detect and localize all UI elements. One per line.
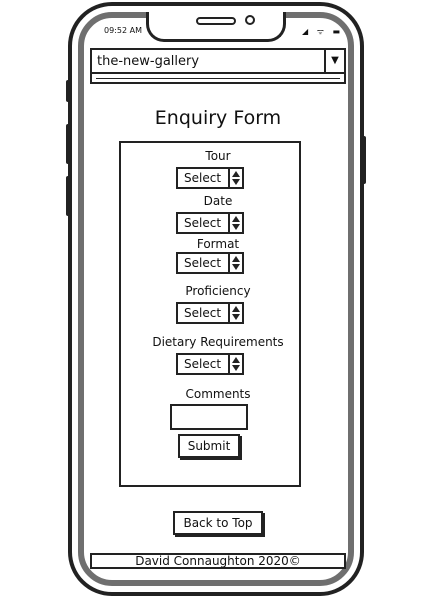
- spinner-icon: [228, 254, 242, 272]
- nav-select[interactable]: the-new-gallery ▼: [90, 48, 346, 74]
- comments-label: Comments: [185, 387, 251, 401]
- spinner-icon: [228, 355, 242, 373]
- format-select[interactable]: Select: [176, 252, 244, 274]
- dietary-requirements-select[interactable]: Select: [176, 353, 244, 375]
- page-title: Enquiry Form: [154, 107, 282, 129]
- phone-notch: [146, 12, 286, 42]
- dietary-requirements-label: Dietary Requirements: [152, 335, 284, 349]
- status-icons: ◢ ᯤ ▬: [302, 27, 344, 36]
- submit-button[interactable]: Submit: [178, 434, 240, 458]
- volume-button: [66, 176, 70, 216]
- speaker-icon: [196, 17, 236, 25]
- proficiency-select-value: Select: [184, 306, 222, 320]
- volume-button: [66, 124, 70, 164]
- tour-label: Tour: [205, 149, 231, 163]
- spinner-icon: [228, 214, 242, 232]
- nav-dropdown-bar: [90, 74, 346, 84]
- nav-select-value: the-new-gallery: [97, 54, 200, 69]
- proficiency-label: Proficiency: [185, 284, 251, 298]
- comments-input[interactable]: [170, 404, 248, 430]
- camera-icon: [245, 15, 255, 25]
- date-select-value: Select: [184, 216, 222, 230]
- dietary-requirements-select-value: Select: [184, 357, 222, 371]
- back-to-top-button[interactable]: Back to Top: [173, 511, 263, 535]
- date-select[interactable]: Select: [176, 212, 244, 234]
- tour-select-value: Select: [184, 171, 222, 185]
- footer: David Connaughton 2020©: [90, 553, 346, 569]
- spinner-icon: [228, 169, 242, 187]
- format-select-value: Select: [184, 256, 222, 270]
- tour-select[interactable]: Select: [176, 167, 244, 189]
- spinner-icon: [228, 304, 242, 322]
- volume-button: [66, 80, 70, 102]
- proficiency-select[interactable]: Select: [176, 302, 244, 324]
- power-button: [362, 136, 366, 184]
- chevron-down-icon[interactable]: ▼: [324, 50, 344, 72]
- format-label: Format: [196, 237, 240, 251]
- date-label: Date: [203, 194, 233, 208]
- status-time: 09:52 AM: [104, 26, 142, 35]
